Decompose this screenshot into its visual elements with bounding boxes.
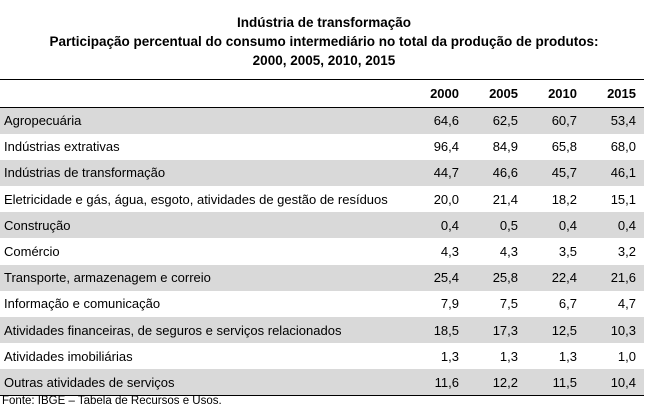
table-title: Indústria de transformação [236,15,412,30]
row-value-2010: 45,7 [551,165,577,181]
row-value-2000: 0,4 [440,217,459,233]
header-cell-2015: 2015 [585,79,644,108]
row-value-2000: 96,4 [433,139,459,155]
row-value-2000: 64,6 [433,113,459,129]
source-note: Fonte: IBGE – Tabela de Recursos e Usos. [2,395,222,407]
row-label: Indústrias extrativas [4,139,120,155]
row-value-2015: 4,7 [617,296,636,312]
row-value-2010: 11,5 [526,369,585,397]
header-cell-label [0,79,408,108]
header-cell-2000: 2000 [408,79,467,108]
row-label: Atividades financeiras, de seguros e ser… [4,322,342,338]
row-label: Comércio [4,244,60,260]
row-value-2010: 3,5 [558,244,577,260]
row-value-2005: 12,2 [467,369,526,397]
table-subtitle-years: 2000, 2005, 2010, 2015 [252,53,396,68]
row-label: Eletricidade e gás, água, esgoto, ativid… [4,191,388,207]
row-value-2000: 44,7 [433,165,459,181]
row-value-2015: 46,1 [610,165,636,181]
row-label: Outras atividades de serviços [0,369,408,397]
row-value-2015: 0,4 [617,217,636,233]
title-block: Indústria de transformação Participação … [0,13,648,70]
row-label: Construção [4,217,71,233]
table-row: Indústrias extrativas 96,4 84,9 65,8 68,0 [0,134,644,160]
table-body: Agropecuária 64,6 62,5 60,7 53,4 Indústrias e… [0,107,644,397]
row-value-2015: 21,6 [610,270,636,286]
table-row: Atividades imobiliárias 1,3 1,3 1,3 1,0 [0,343,644,369]
header-cell-2005: 2005 [467,79,526,108]
header-row: 2000 2005 2010 2015 [0,79,644,108]
row-value-2005: 46,6 [492,165,518,181]
table-row: Indústrias de transformação 44,7 46,6 45,7 4… [0,159,644,187]
row-value-2000: 1,3 [440,348,459,364]
row-value-2005: 7,5 [499,296,518,312]
row-value-2005: 21,4 [492,191,518,207]
table-row: Transporte, armazenagem e correio 25,4 25,… [0,264,644,291]
row-value-2005: 4,3 [499,244,518,260]
row-value-2015: 53,4 [610,113,636,129]
row-label: Atividades imobiliárias [4,348,133,364]
table-row: Construção 0,4 0,5 0,4 0,4 [0,212,644,239]
data-table: 2000 2005 2010 2015 Agropecuária 64,6 62,5… [0,79,644,397]
row-value-2015: 15,1 [610,191,636,207]
row-value-2005: 62,5 [492,113,518,129]
header-cell-2010: 2010 [526,79,585,108]
row-value-2000: 7,9 [440,296,459,312]
row-value-2010: 1,3 [558,348,577,364]
row-value-2000: 4,3 [440,244,459,260]
row-value-2010: 60,7 [551,113,577,129]
row-label: Indústrias de transformação [4,165,166,181]
row-value-2005: 84,9 [492,139,518,155]
row-value-2015: 10,3 [610,322,636,338]
row-value-2000: 18,5 [433,322,459,338]
row-label: Transporte, armazenagem e correio [4,270,211,286]
row-value-2010: 12,5 [551,322,577,338]
row-value-2005: 17,3 [492,322,518,338]
row-value-2000: 20,0 [433,191,459,207]
row-value-2015: 10,4 [585,369,644,397]
table-row: Agropecuária 64,6 62,5 60,7 53,4 [0,107,644,134]
row-label: Informação e comunicação [4,296,161,312]
row-value-2005: 25,8 [492,270,518,286]
row-value-2010: 0,4 [558,217,577,233]
row-value-2010: 65,8 [551,139,577,155]
row-value-2015: 68,0 [610,139,636,155]
table-row: Atividades financeiras, de seguros e ser… [0,317,644,344]
row-value-2005: 1,3 [499,348,518,364]
table-row: Informação e comunicação 7,9 7,5 6,7 4,7 [0,291,644,317]
row-value-2010: 18,2 [551,191,577,207]
row-value-2000: 11,6 [408,369,467,397]
row-value-2010: 6,7 [558,296,577,312]
row-value-2015: 1,0 [617,348,636,364]
table-subtitle: Participação percentual do consumo inter… [49,34,599,49]
row-value-2010: 22,4 [551,270,577,286]
table-row: Outras atividades de serviços 11,6 12,2 11,… [0,369,644,397]
table-row: Eletricidade e gás, água, esgoto, ativid… [0,186,644,212]
row-value-2000: 25,4 [433,270,459,286]
table-row: Comércio 4,3 4,3 3,5 3,2 [0,238,644,264]
row-label: Agropecuária [4,113,82,129]
row-value-2015: 3,2 [617,244,636,260]
row-value-2005: 0,5 [499,217,518,233]
